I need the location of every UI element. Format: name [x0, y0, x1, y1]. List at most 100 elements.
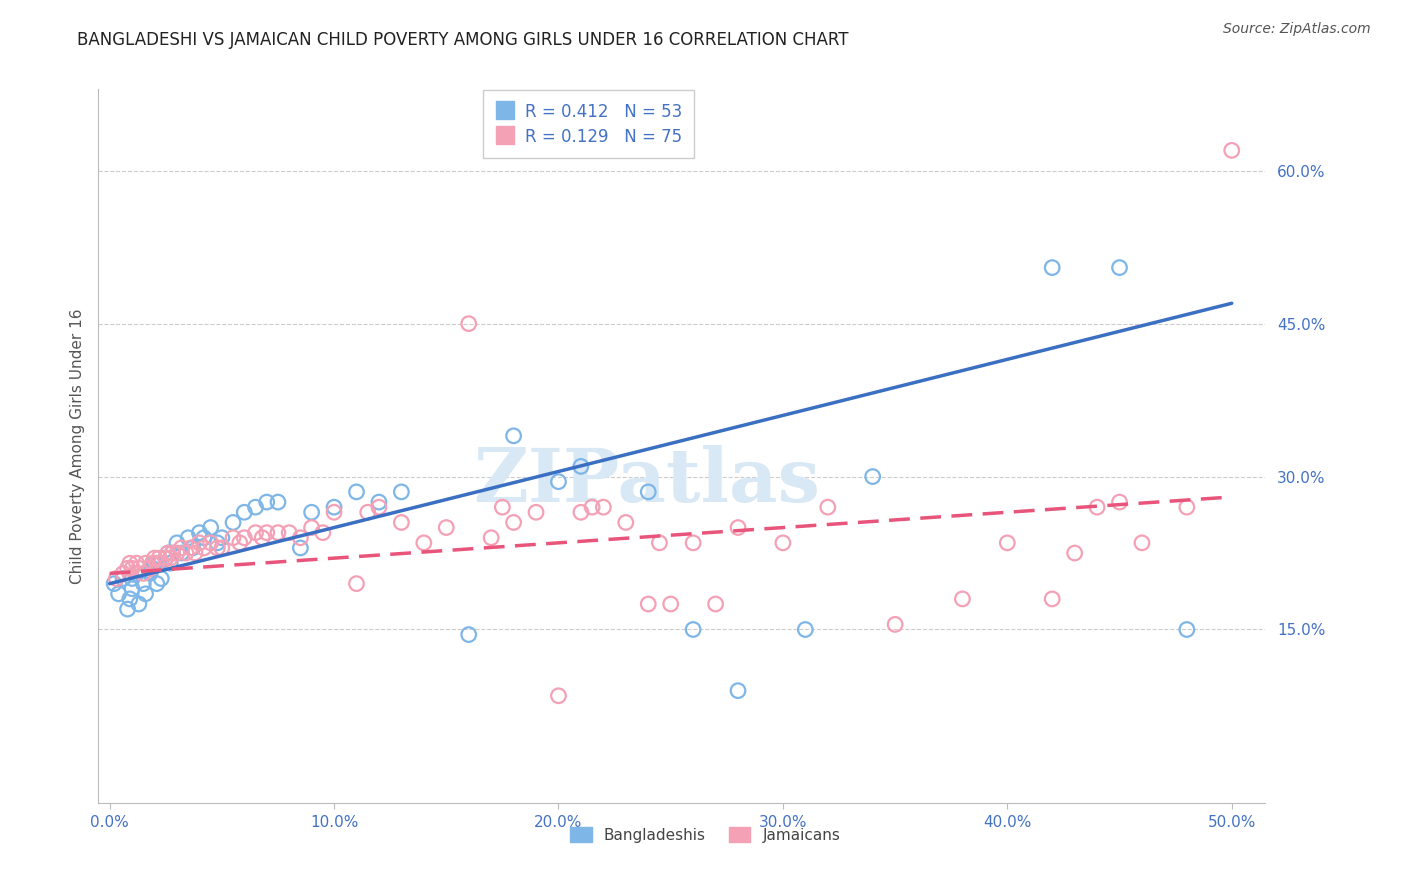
Point — [245, 500, 267, 515]
Point — [346, 576, 368, 591]
Point — [146, 556, 169, 570]
Point — [267, 525, 290, 540]
Point — [103, 576, 125, 591]
Point — [502, 429, 524, 443]
Point — [389, 484, 412, 499]
Point — [117, 561, 139, 575]
Point — [794, 623, 817, 637]
Point — [524, 505, 547, 519]
Point — [166, 546, 188, 560]
Point — [727, 683, 749, 698]
Point — [457, 317, 479, 331]
Point — [174, 546, 197, 560]
Point — [569, 505, 592, 519]
Point — [159, 556, 181, 570]
Point — [1108, 260, 1130, 275]
Point — [132, 576, 155, 591]
Point — [312, 525, 335, 540]
Point — [491, 500, 513, 515]
Point — [1175, 623, 1198, 637]
Point — [179, 541, 201, 555]
Point — [112, 566, 135, 581]
Point — [193, 541, 215, 555]
Point — [117, 602, 139, 616]
Point — [162, 546, 184, 560]
Point — [884, 617, 907, 632]
Point — [150, 572, 173, 586]
Point — [614, 516, 637, 530]
Point — [357, 505, 380, 519]
Point — [547, 689, 569, 703]
Point — [547, 475, 569, 489]
Point — [121, 572, 143, 586]
Point — [128, 597, 150, 611]
Point — [107, 587, 129, 601]
Point — [146, 576, 169, 591]
Point — [245, 525, 267, 540]
Point — [118, 591, 141, 606]
Point — [233, 531, 256, 545]
Point — [141, 556, 163, 570]
Point — [952, 591, 974, 606]
Point — [323, 500, 346, 515]
Point — [256, 525, 278, 540]
Point — [368, 495, 391, 509]
Point — [128, 561, 150, 575]
Point — [1108, 495, 1130, 509]
Point — [156, 546, 179, 560]
Point — [772, 536, 794, 550]
Point — [177, 531, 200, 545]
Point — [301, 505, 323, 519]
Point — [211, 541, 233, 555]
Point — [502, 516, 524, 530]
Point — [479, 531, 502, 545]
Point — [148, 556, 170, 570]
Point — [125, 556, 148, 570]
Point — [659, 597, 682, 611]
Point — [207, 541, 229, 555]
Point — [267, 495, 290, 509]
Y-axis label: Child Poverty Among Girls Under 16: Child Poverty Among Girls Under 16 — [69, 309, 84, 583]
Text: Source: ZipAtlas.com: Source: ZipAtlas.com — [1223, 22, 1371, 37]
Point — [1063, 546, 1085, 560]
Point — [1130, 536, 1153, 550]
Point — [155, 551, 177, 566]
Point — [1220, 144, 1243, 158]
Legend: Bangladeshis, Jamaicans: Bangladeshis, Jamaicans — [564, 821, 846, 848]
Point — [233, 505, 256, 519]
Point — [569, 459, 592, 474]
Point — [162, 546, 184, 560]
Point — [256, 495, 278, 509]
Point — [170, 546, 193, 560]
Point — [121, 582, 143, 596]
Point — [132, 566, 155, 581]
Point — [211, 531, 233, 545]
Point — [135, 587, 157, 601]
Point — [682, 536, 704, 550]
Point — [290, 541, 312, 555]
Point — [112, 572, 135, 586]
Point — [184, 546, 207, 560]
Point — [682, 623, 704, 637]
Point — [118, 556, 141, 570]
Point — [301, 520, 323, 534]
Point — [637, 484, 659, 499]
Point — [143, 556, 166, 570]
Point — [323, 505, 346, 519]
Point — [648, 536, 671, 550]
Point — [1040, 591, 1063, 606]
Point — [200, 536, 222, 550]
Point — [159, 551, 181, 566]
Text: ZIPatlas: ZIPatlas — [474, 445, 820, 518]
Point — [1085, 500, 1108, 515]
Point — [222, 516, 245, 530]
Point — [170, 541, 193, 555]
Point — [581, 500, 603, 515]
Point — [278, 525, 301, 540]
Point — [412, 536, 434, 550]
Point — [704, 597, 727, 611]
Point — [252, 531, 274, 545]
Point — [592, 500, 614, 515]
Point — [155, 551, 177, 566]
Point — [207, 536, 229, 550]
